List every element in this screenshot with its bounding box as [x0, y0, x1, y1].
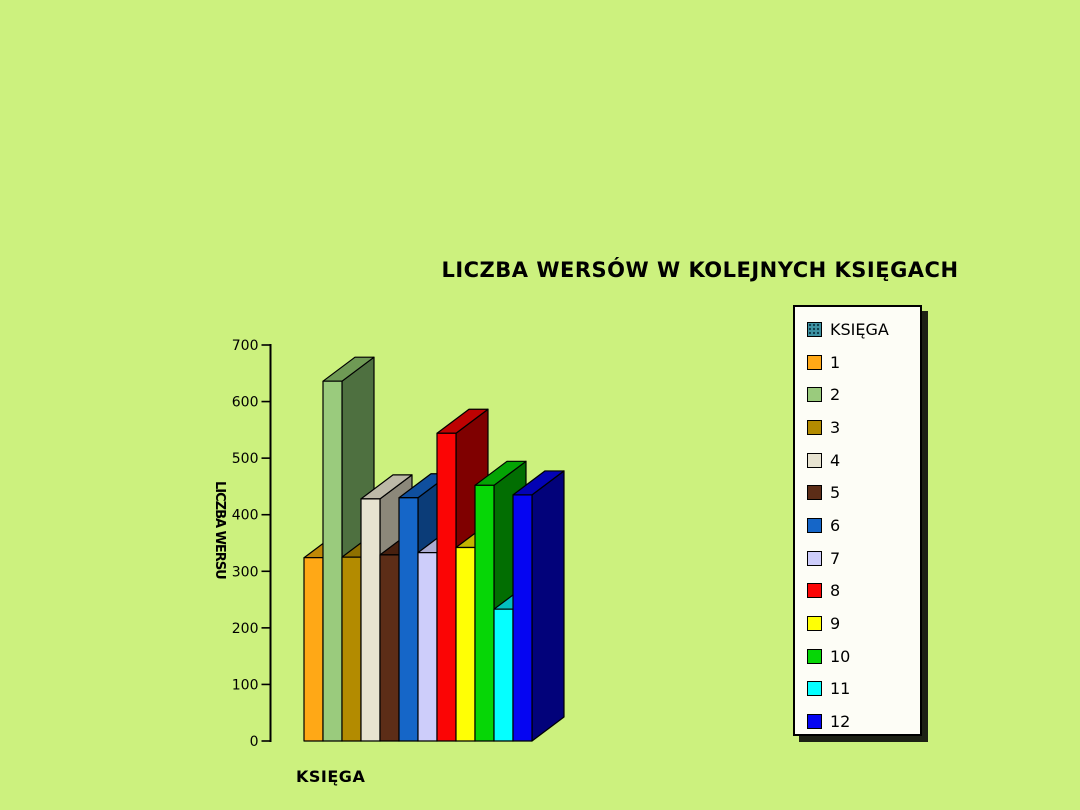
y-axis-tick-label-200: 200: [232, 621, 259, 637]
legend-swatch-3: [807, 419, 822, 435]
legend-label-10: 10: [830, 646, 851, 666]
legend-item-8: 8: [807, 575, 920, 608]
legend-swatch-5: [807, 485, 822, 501]
legend-item-4: 4: [807, 444, 920, 477]
legend-label-3: 3: [830, 417, 841, 437]
legend-swatch-series: [807, 321, 822, 337]
chart-title: LICZBA WERSÓW W KOLEJNYCH KSIĘGACH: [441, 258, 959, 282]
bar-9-front-face: [455, 546, 476, 742]
legend-swatch-6: [807, 517, 822, 533]
legend-item-11: 11: [807, 673, 920, 706]
legend-label-8: 8: [830, 581, 841, 601]
y-axis-tick-label-100: 100: [232, 677, 259, 693]
legend-label-1: 1: [830, 352, 841, 372]
y-axis-tick-label-700: 700: [232, 338, 259, 354]
legend-label-2: 2: [830, 385, 841, 405]
legend-swatch-11: [807, 681, 822, 697]
bar-6-front-face: [398, 497, 419, 742]
legend-label-series: KSIĘGA: [830, 319, 889, 339]
bar-4-front-face: [360, 498, 381, 742]
bar-12-front-face: [512, 494, 533, 742]
bar-7-front-face: [417, 552, 438, 742]
legend-swatch-1: [807, 354, 822, 370]
legend-swatch-10: [807, 648, 822, 664]
legend-item-5: 5: [807, 476, 920, 509]
legend-item-9: 9: [807, 607, 920, 640]
y-axis-tick-label-600: 600: [232, 395, 259, 411]
legend-swatch-8: [807, 583, 822, 599]
bar-10-front-face: [474, 484, 495, 742]
y-axis-title: LICZBA WERSU: [212, 481, 227, 579]
legend-swatch-7: [807, 550, 822, 566]
legend-item-10: 10: [807, 640, 920, 673]
y-axis-tick-label-500: 500: [232, 451, 259, 467]
legend-item-series: KSIĘGA: [807, 313, 920, 346]
legend-item-6: 6: [807, 509, 920, 542]
y-axis-tick-label-0: 0: [250, 734, 259, 750]
bar-5-front-face: [379, 554, 400, 742]
bar-1-front-face: [303, 557, 324, 742]
legend-label-12: 12: [830, 712, 851, 732]
legend-label-9: 9: [830, 614, 841, 634]
bar-3-front-face: [341, 556, 362, 742]
legend-box: KSIĘGA 1 2 3 4 5 6 7 8 9 10 11 12: [793, 305, 922, 736]
y-axis-tick-label-400: 400: [232, 508, 259, 524]
legend-swatch-12: [807, 714, 822, 730]
legend-label-11: 11: [830, 679, 851, 699]
legend-label-5: 5: [830, 483, 841, 503]
bar-11-front-face: [493, 608, 514, 742]
legend-swatch-9: [807, 616, 822, 632]
legend-item-1: 1: [807, 346, 920, 379]
bar-12-side-face: [531, 470, 565, 742]
legend-label-7: 7: [830, 548, 841, 568]
x-axis-title: KSIĘGA: [296, 767, 366, 786]
legend-item-12: 12: [807, 705, 920, 738]
legend-swatch-4: [807, 452, 822, 468]
legend-swatch-2: [807, 387, 822, 403]
legend-label-4: 4: [830, 450, 841, 470]
legend-label-6: 6: [830, 515, 841, 535]
legend-item-3: 3: [807, 411, 920, 444]
bar-8-front-face: [436, 432, 457, 742]
legend-item-7: 7: [807, 542, 920, 575]
y-axis-tick-label-300: 300: [232, 564, 259, 580]
bar-2-front-face: [322, 380, 343, 742]
legend-item-2: 2: [807, 378, 920, 411]
